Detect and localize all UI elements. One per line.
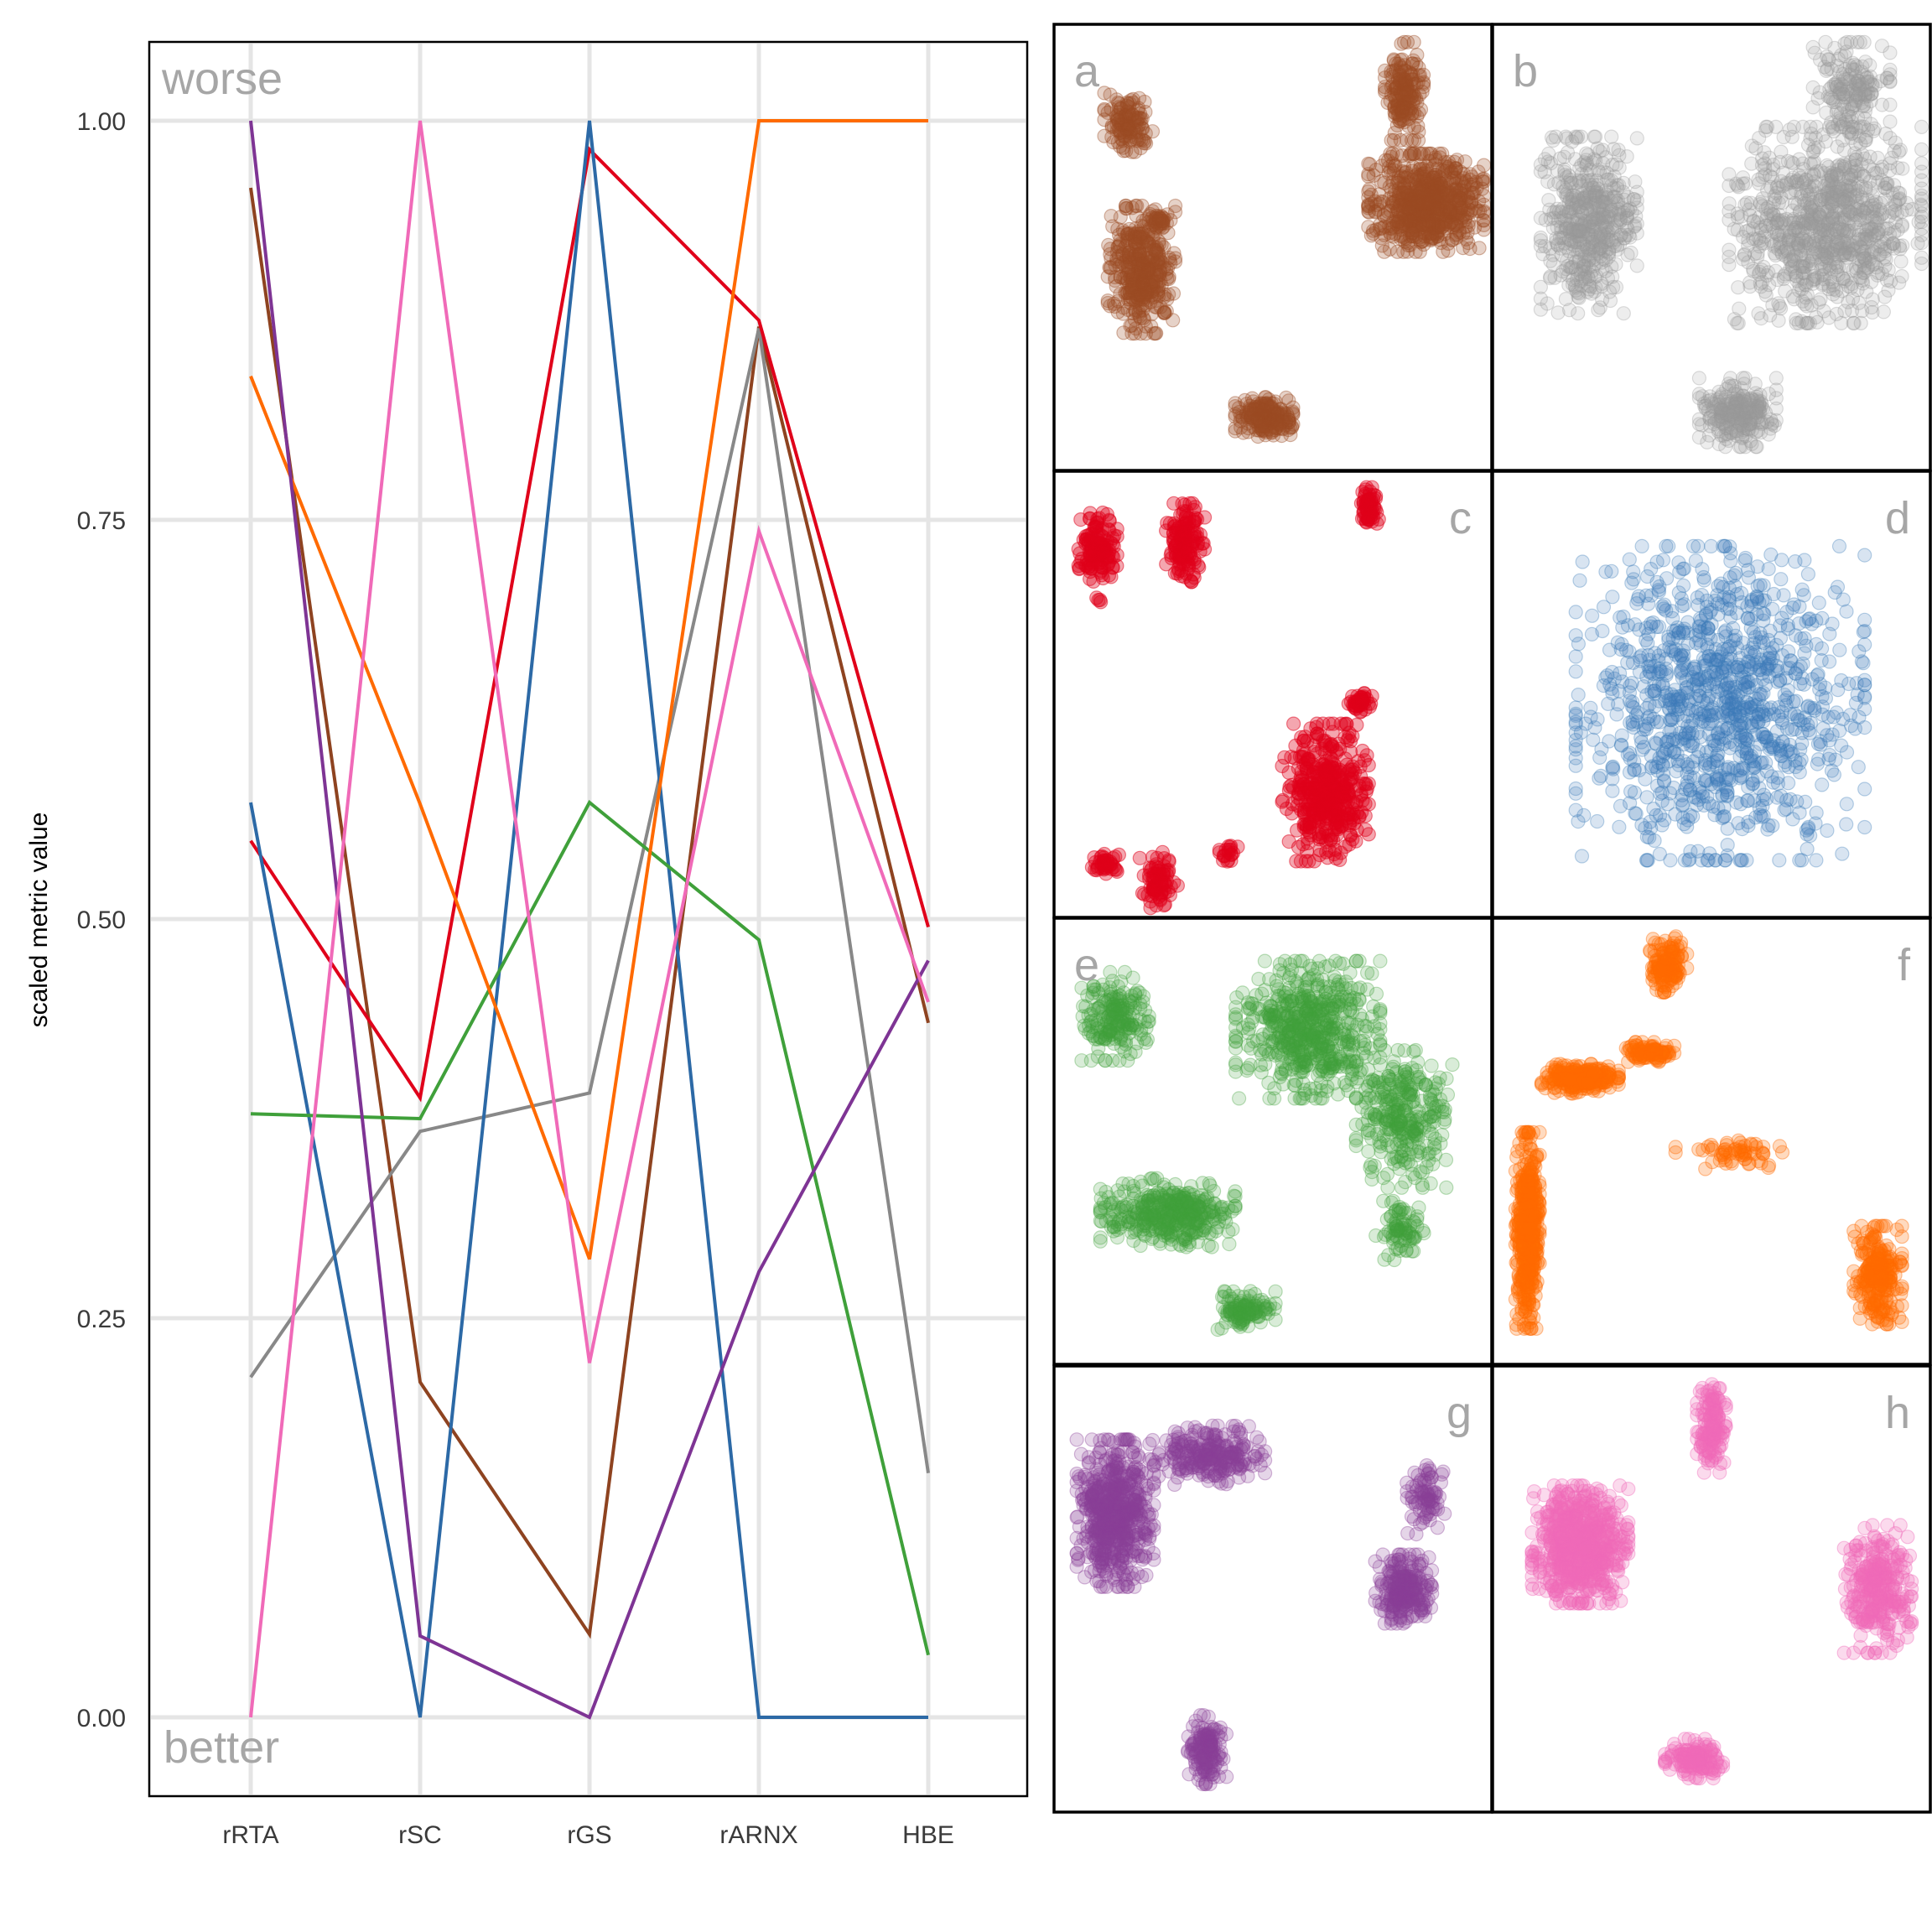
panel-label-h: h — [1885, 1388, 1910, 1438]
x-tick-label-rARNX: rARNX — [719, 1821, 797, 1849]
panel-label-f: f — [1898, 940, 1911, 990]
scatter-points-d — [1568, 538, 1872, 868]
scatter-points-g — [1069, 1418, 1452, 1792]
plot-border — [148, 40, 1029, 1798]
scatter-points-b — [1533, 34, 1929, 454]
x-tick-label-rSC: rSC — [398, 1821, 442, 1849]
series-line-h — [249, 120, 930, 1718]
y-tick-label: 0.75 — [77, 507, 126, 535]
panel-label-b: b — [1513, 46, 1538, 96]
panel-g: g — [1052, 1364, 1493, 1814]
embedding-panels-grid: a b c d e f g h — [1052, 23, 1932, 1814]
panel-f: f — [1491, 917, 1932, 1366]
x-tick-label-rRTA: rRTA — [222, 1821, 278, 1849]
parallel-coordinates-chart: worse better 0.00 0.25 0.50 0.75 1.00 rRTA rS… — [25, 40, 1029, 1849]
series-line-a — [249, 187, 930, 1639]
x-tick-label-rGS: rGS — [567, 1821, 611, 1849]
y-axis-ticks: 0.00 0.25 0.50 0.75 1.00 — [77, 108, 126, 1732]
x-tick-label-HBE: HBE — [902, 1821, 954, 1849]
panel-label-a: a — [1074, 46, 1100, 96]
panel-b: b — [1491, 23, 1932, 472]
y-tick-label: 0.00 — [77, 1705, 126, 1732]
panel-label-e: e — [1074, 940, 1099, 990]
y-tick-label: 0.50 — [77, 906, 126, 934]
panel-a: a — [1052, 23, 1493, 472]
panel-border — [1491, 917, 1932, 1366]
series-line-b — [249, 328, 930, 1473]
panel-label-g: g — [1446, 1388, 1472, 1438]
y-axis-title: scaled metric value — [25, 813, 53, 1028]
scatter-points-f — [1508, 929, 1909, 1337]
series-line-g — [249, 120, 930, 1720]
scatter-points-e — [1074, 953, 1460, 1337]
y-tick-label: 0.25 — [77, 1306, 126, 1333]
panel-e: e — [1052, 917, 1493, 1366]
annotation-better: better — [164, 1722, 279, 1773]
y-tick-label: 1.00 — [77, 108, 126, 136]
series-line-d — [249, 120, 928, 1719]
panel-label-c: c — [1449, 493, 1472, 543]
scatter-points-c — [1071, 480, 1386, 916]
scatter-points-h — [1524, 1377, 1919, 1786]
panel-label-d: d — [1885, 493, 1910, 543]
panel-h: h — [1491, 1364, 1932, 1814]
panel-border — [1491, 1364, 1932, 1814]
scatter-points-a — [1097, 34, 1492, 444]
series-lines — [249, 119, 930, 1720]
annotation-worse: worse — [161, 54, 283, 104]
series-line-c — [249, 146, 930, 1103]
panel-c: c — [1052, 470, 1493, 919]
x-axis-ticks: rRTA rSC rGS rARNX HBE — [222, 1821, 953, 1849]
panel-d: d — [1491, 470, 1932, 919]
